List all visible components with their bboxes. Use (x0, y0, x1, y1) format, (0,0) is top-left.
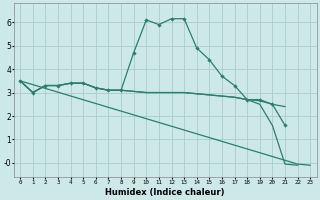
X-axis label: Humidex (Indice chaleur): Humidex (Indice chaleur) (106, 188, 225, 197)
